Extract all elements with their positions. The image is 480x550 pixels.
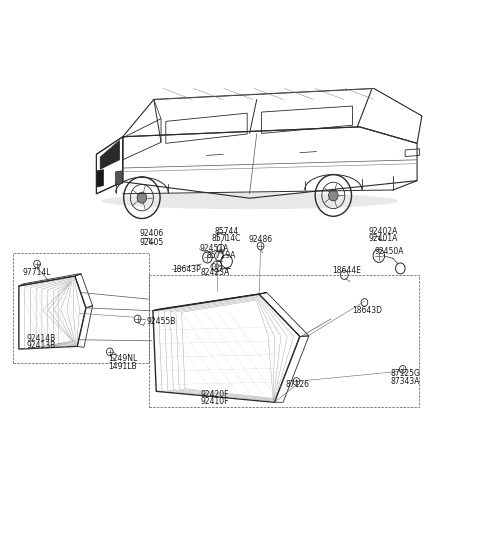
Text: 1249NL: 1249NL <box>108 354 137 364</box>
Text: 92414B: 92414B <box>27 334 56 343</box>
Ellipse shape <box>101 192 398 209</box>
Text: 18644E: 18644E <box>332 266 361 275</box>
Text: 1491LB: 1491LB <box>108 362 137 371</box>
Text: 97714L: 97714L <box>23 268 51 277</box>
Text: 18643P: 18643P <box>172 265 201 274</box>
Text: 92413B: 92413B <box>27 341 56 350</box>
Text: 92451A: 92451A <box>199 244 228 253</box>
Text: 92401A: 92401A <box>369 234 398 243</box>
Text: 85719A: 85719A <box>206 251 236 260</box>
Circle shape <box>137 192 147 203</box>
Bar <box>12 253 149 363</box>
Text: 92486: 92486 <box>248 235 272 244</box>
Text: 92410F: 92410F <box>201 397 229 406</box>
Text: 85744: 85744 <box>215 227 239 235</box>
Text: 18643D: 18643D <box>352 306 383 315</box>
Text: 92455B: 92455B <box>147 317 176 326</box>
Polygon shape <box>100 141 120 169</box>
Text: 87126: 87126 <box>286 380 310 389</box>
Polygon shape <box>96 169 104 187</box>
Text: 85714C: 85714C <box>212 234 241 243</box>
Text: 87125G: 87125G <box>390 369 420 378</box>
Text: 87343A: 87343A <box>390 377 420 386</box>
Text: 92450A: 92450A <box>374 248 404 256</box>
Circle shape <box>215 264 219 268</box>
Text: 92406: 92406 <box>139 229 164 238</box>
Text: 92402A: 92402A <box>369 227 398 235</box>
Bar <box>149 275 420 406</box>
Polygon shape <box>116 170 123 185</box>
Text: 82423A: 82423A <box>201 268 230 277</box>
Text: 92420F: 92420F <box>201 389 229 399</box>
Text: 92405: 92405 <box>139 238 164 246</box>
Circle shape <box>328 190 338 201</box>
